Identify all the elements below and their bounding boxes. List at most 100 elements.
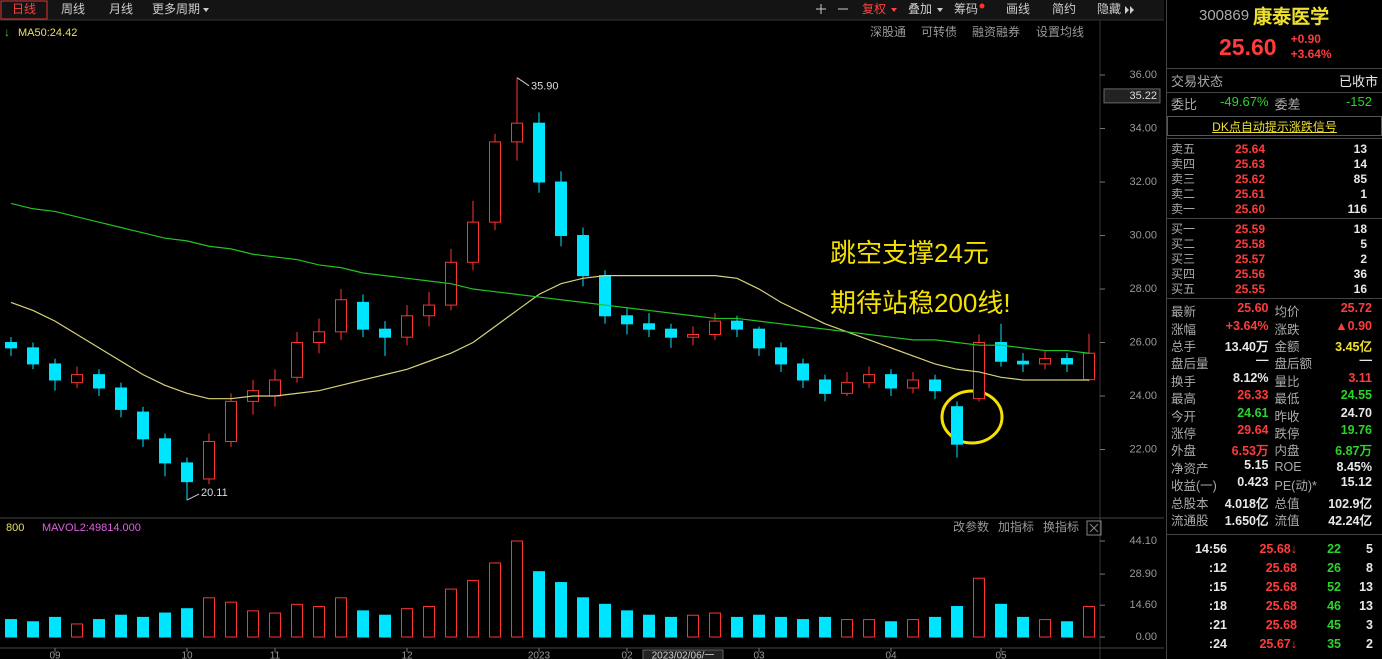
stat-row: 流通股 1.650亿 流值 42.24亿 xyxy=(1167,511,1382,528)
volume-bar xyxy=(27,621,39,638)
x-tick-label: 04 xyxy=(885,651,897,659)
close-button[interactable] xyxy=(1086,520,1102,536)
stat-label: 净资产 xyxy=(1171,461,1209,476)
stat-label: 最新 xyxy=(1171,305,1197,320)
book-price: 25.63 xyxy=(1235,156,1266,171)
period-tab[interactable]: 周线 xyxy=(61,2,85,16)
status: 已收市 xyxy=(1338,74,1378,89)
volume-bar xyxy=(71,623,83,638)
expand-icon xyxy=(1125,6,1134,14)
stat-cell: 跌停 19.76 xyxy=(1275,423,1379,442)
volume-bar xyxy=(1017,616,1029,638)
stat-value: 24.70 xyxy=(1340,405,1372,420)
dropdown-icon xyxy=(937,8,943,12)
stat-label: 涨幅 xyxy=(1171,322,1197,337)
candle-body xyxy=(291,342,303,378)
volume-bar xyxy=(357,610,369,638)
stat-cell: 总手 13.40万 xyxy=(1171,336,1275,355)
change: +0.90 xyxy=(1290,32,1321,46)
book-row: 卖三 25.62 85 xyxy=(1167,171,1382,187)
stat-row: 最高 26.33 最低 24.55 xyxy=(1167,388,1382,406)
cursor-date-box xyxy=(642,649,724,659)
stat-cell: 盘后量 — xyxy=(1171,353,1275,372)
stat-cell: 涨停 29.64 xyxy=(1171,423,1275,442)
tick-time: :24 xyxy=(1208,636,1227,651)
tool-button[interactable]: 筹码 xyxy=(954,2,978,16)
tool-button[interactable]: 隐藏 xyxy=(1097,2,1121,16)
volume-bar xyxy=(269,612,281,638)
volume-bar xyxy=(665,616,677,638)
candle-body xyxy=(71,374,83,384)
candle-body xyxy=(159,438,171,464)
stock-name: 康泰医学 xyxy=(1253,6,1330,28)
ma-line xyxy=(10,202,1090,354)
setting-link[interactable]: 深股通 xyxy=(870,25,906,39)
stat-label: 外盘 xyxy=(1171,444,1197,459)
stat-row: 总股本 4.018亿 总值 102.9亿 xyxy=(1167,493,1382,512)
x-tick-label: 12 xyxy=(401,651,413,659)
stat-label: 流通股 xyxy=(1171,513,1209,528)
book-price: 25.58 xyxy=(1235,236,1266,251)
stat-label: 总手 xyxy=(1171,339,1197,354)
signal-link[interactable]: DK点自动提示涨跌信号 xyxy=(1212,119,1337,134)
ratio-cell: 委比 -49.67% xyxy=(1171,94,1275,113)
volume-bar xyxy=(907,619,919,638)
volume-bar xyxy=(555,582,567,638)
volume-bar xyxy=(1061,621,1073,638)
volume-bar xyxy=(841,619,853,638)
stat-cell: 总股本 4.018亿 xyxy=(1171,493,1275,512)
stat-cell: 最新 25.60 xyxy=(1171,301,1275,320)
pct-line: +3.64% xyxy=(1291,47,1332,62)
stat-value: 4.018亿 xyxy=(1224,496,1269,511)
candle-body xyxy=(115,387,127,410)
stat-label: 涨停 xyxy=(1171,426,1197,441)
setting-link[interactable]: 融资融券 xyxy=(972,24,1020,39)
tool-button[interactable]: 复权 xyxy=(862,2,886,16)
stat-value: 3.11 xyxy=(1348,370,1372,385)
volume-bar xyxy=(5,619,17,638)
stat-cell: PE(动)* 15.12 xyxy=(1275,475,1379,494)
stat-label: ROE xyxy=(1274,460,1302,475)
setting-link[interactable]: 设置均线 xyxy=(1036,25,1084,39)
change-pct: +3.64% xyxy=(1290,47,1332,61)
stat-value: +3.64% xyxy=(1225,318,1269,333)
book-price: 25.64 xyxy=(1235,141,1266,156)
stat-cell: 外盘 6.53万 xyxy=(1171,440,1275,459)
annotation: 期待站稳200线! xyxy=(830,288,1011,318)
period-tab[interactable]: 月线 xyxy=(109,2,133,16)
min-pointer xyxy=(186,493,200,501)
candle-body xyxy=(731,320,743,330)
stat-label: 今开 xyxy=(1171,409,1197,424)
indicator-tool[interactable]: 加指标 xyxy=(998,519,1034,534)
tool-button[interactable]: 叠加 xyxy=(908,2,932,16)
stat-label: 总值 xyxy=(1274,496,1300,511)
stat-cell: 换手 8.12% xyxy=(1171,371,1275,390)
period-tab[interactable]: 更多周期 xyxy=(152,2,200,16)
diff: -152 xyxy=(1345,94,1372,109)
tick-volume: 22 xyxy=(1327,541,1341,556)
stat-cell: 盘后额 — xyxy=(1275,353,1379,372)
close-icon[interactable] xyxy=(1089,523,1099,533)
candle-body xyxy=(907,379,919,389)
ratio: -49.67% xyxy=(1220,94,1269,109)
candle-body xyxy=(1061,358,1073,365)
volume-bar xyxy=(1083,606,1095,638)
y-tick-label: 30.00 xyxy=(1129,229,1157,241)
period-tab[interactable]: 日线 xyxy=(12,2,36,16)
tool-button[interactable]: 简约 xyxy=(1052,1,1076,16)
volume-bar xyxy=(247,610,259,638)
setting-link[interactable]: 可转债 xyxy=(921,24,957,39)
zoom-buttons[interactable] xyxy=(816,4,848,14)
stat-cell: 昨收 24.70 xyxy=(1275,406,1379,425)
volume-bar xyxy=(159,612,171,638)
tick-volume: 52 xyxy=(1327,579,1341,594)
stat-value: 102.9亿 xyxy=(1328,496,1372,511)
book-volume: 16 xyxy=(1353,281,1367,296)
candle-body xyxy=(775,347,787,365)
price-row: 25.60 +0.90 +3.64% xyxy=(1167,30,1382,64)
tick-volume: 35 xyxy=(1327,636,1341,651)
candle-body xyxy=(269,379,281,397)
indicator-tool[interactable]: 换指标 xyxy=(1043,519,1079,534)
tool-button[interactable]: 画线 xyxy=(1006,2,1030,16)
indicator-tool[interactable]: 改参数 xyxy=(953,519,989,534)
